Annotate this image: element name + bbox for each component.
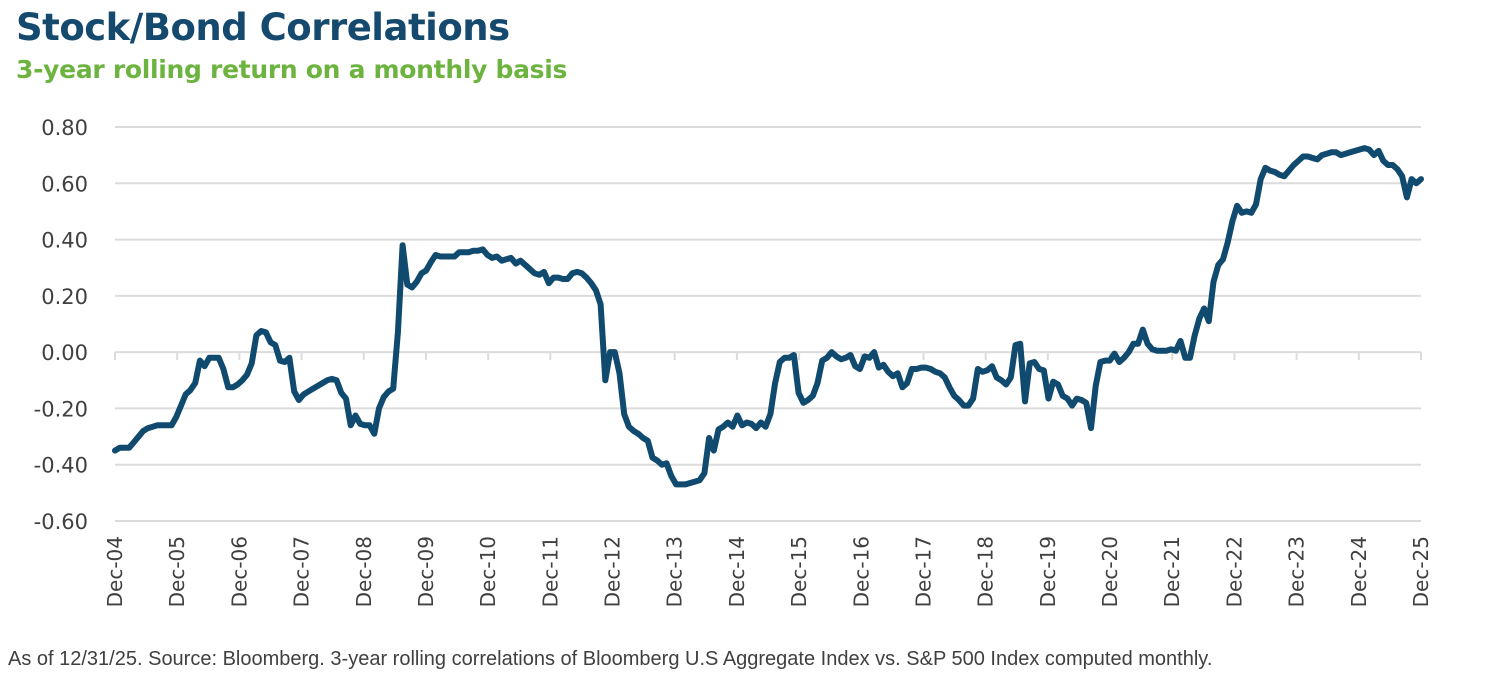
x-tick-label: Dec-07 bbox=[290, 536, 314, 607]
y-axis-tick-labels: 0.80 0.60 0.40 0.20 0.00 -0.20 -0.40 -0.60 bbox=[34, 116, 88, 534]
x-tick-label: Dec-24 bbox=[1347, 536, 1371, 607]
x-tick-label: Dec-16 bbox=[849, 536, 873, 607]
x-axis-tick-marks bbox=[114, 352, 1422, 361]
x-tick-label: Dec-09 bbox=[414, 536, 438, 607]
x-tick-label: Dec-10 bbox=[476, 536, 500, 607]
series-line bbox=[112, 145, 1424, 488]
y-tick-label: 0.20 bbox=[41, 285, 88, 309]
x-tick-label: Dec-18 bbox=[974, 536, 998, 607]
chart-title: Stock/Bond Correlations bbox=[16, 6, 510, 49]
chart-subtitle: 3-year rolling return on a monthly basis bbox=[16, 55, 568, 84]
x-tick-label: Dec-15 bbox=[787, 536, 811, 607]
x-tick-label: Dec-11 bbox=[538, 536, 562, 607]
x-tick-label: Dec-17 bbox=[911, 536, 935, 607]
x-tick-label: Dec-21 bbox=[1160, 536, 1184, 607]
series-layer bbox=[112, 145, 1424, 488]
x-tick-label: Dec-25 bbox=[1409, 536, 1433, 607]
x-tick-label: Dec-23 bbox=[1285, 536, 1309, 607]
x-tick-label: Dec-20 bbox=[1098, 536, 1122, 607]
y-tick-label: -0.40 bbox=[34, 454, 88, 478]
x-tick-label: Dec-06 bbox=[227, 536, 251, 607]
y-tick-label: 0.60 bbox=[41, 172, 88, 196]
x-tick-label: Dec-19 bbox=[1036, 536, 1060, 607]
y-tick-label: 0.40 bbox=[41, 229, 88, 253]
x-tick-label: Dec-04 bbox=[103, 536, 127, 607]
x-tick-label: Dec-05 bbox=[165, 536, 189, 607]
y-tick-label: 0.80 bbox=[41, 116, 88, 140]
x-tick-label: Dec-12 bbox=[601, 536, 625, 607]
y-tick-label: 0.00 bbox=[41, 341, 88, 365]
y-tick-label: -0.20 bbox=[34, 397, 88, 421]
x-tick-label: Dec-22 bbox=[1222, 536, 1246, 607]
x-tick-label: Dec-13 bbox=[663, 536, 687, 607]
y-tick-label: -0.60 bbox=[34, 510, 88, 534]
source-footnote: As of 12/31/25. Source: Bloomberg. 3-yea… bbox=[8, 648, 1213, 670]
x-axis-tick-labels: Dec-04 Dec-05 Dec-06 Dec-07 Dec-08 Dec-09 Dec-… bbox=[103, 536, 1433, 607]
x-tick-label: Dec-08 bbox=[352, 536, 376, 607]
x-tick-label: Dec-14 bbox=[725, 536, 749, 607]
gridlines bbox=[115, 126, 1421, 522]
